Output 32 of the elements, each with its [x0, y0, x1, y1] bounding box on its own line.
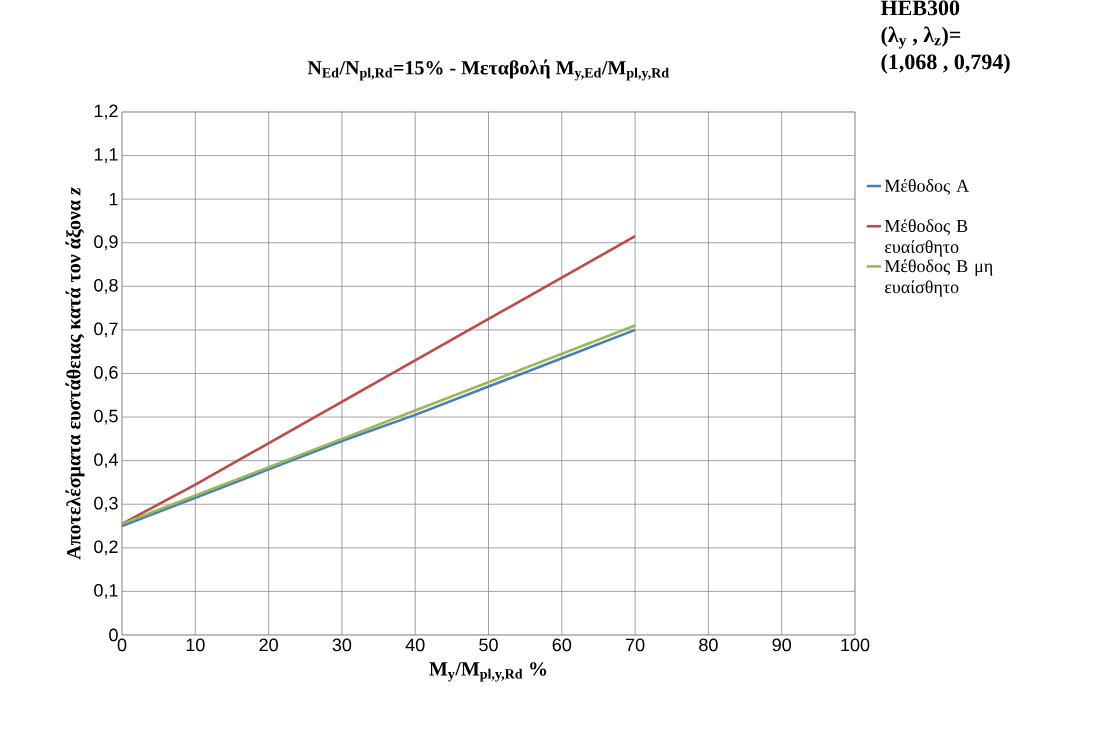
text: HEB300	[880, 0, 960, 16]
y-tick-label: 0,5	[94, 409, 118, 425]
y-tick-label: 0,9	[94, 235, 118, 251]
y-axis-title: Αποτελέσματα ευστάθειας κατά τον άξονα z	[65, 187, 85, 560]
x-tick-label: 10	[186, 638, 205, 652]
legend-label: Μέθοδος Β μη ευαίσθητο	[884, 259, 993, 297]
x-tick-label: 70	[626, 638, 645, 652]
x-tick-label: 20	[259, 638, 278, 652]
y-tick-label: 0,8	[94, 278, 118, 294]
chart-title: N$_{Ed}$/N$_{pl,Rd}$=15% - Μεταβολή M$_{y,Ed}$/M$_{pl,y,Rd}$	[307, 59, 669, 81]
y-tick-label: 1	[109, 192, 118, 206]
y-tick-label: 0,7	[94, 322, 118, 338]
y-tick-label: 0,3	[94, 496, 118, 512]
y-tick-label: 1,2	[94, 104, 118, 120]
y-tick-label: 0,4	[94, 453, 118, 469]
y-tick-label: 1,1	[94, 148, 118, 163]
legend-label: Μέθοδος Α	[884, 178, 970, 195]
y-tick-label: 0,6	[94, 366, 118, 381]
text: (1,068 , 0,794)	[881, 53, 1010, 74]
x-axis-title: M$_{y}$/M$_{pl,y,Rd}$ %	[429, 662, 547, 682]
text: (λ$_{y}$ , λ$_{z}$)=	[881, 26, 961, 49]
x-tick-label: 50	[479, 638, 498, 652]
legend-label: Μέθοδος Β ευαίσθητο	[884, 219, 968, 257]
x-tick-label: 100	[841, 638, 870, 652]
y-tick-label: 0,2	[94, 540, 118, 556]
x-tick-label: 40	[405, 638, 425, 652]
x-tick-label: 80	[699, 638, 718, 652]
x-tick-label: 90	[772, 638, 792, 652]
y-tick-label: 0,1	[94, 583, 118, 599]
x-tick-label: 60	[552, 638, 572, 652]
y-tick-label: 0	[109, 628, 118, 642]
x-tick-label: 30	[332, 638, 352, 652]
